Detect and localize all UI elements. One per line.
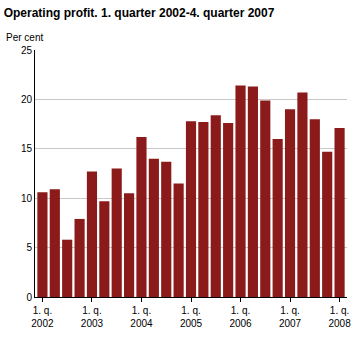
svg-text:20: 20 — [21, 94, 33, 105]
svg-text:25: 25 — [21, 45, 33, 56]
svg-text:Per cent: Per cent — [6, 32, 43, 43]
svg-text:0: 0 — [26, 292, 32, 303]
svg-text:5: 5 — [26, 242, 32, 253]
svg-text:1. q.2006: 1. q.2006 — [229, 305, 252, 329]
svg-text:1. q.2005: 1. q.2005 — [180, 305, 203, 329]
svg-text:1. q.2004: 1. q.2004 — [130, 305, 153, 329]
svg-text:10: 10 — [21, 193, 33, 204]
svg-text:Operating profit. 1. quarter 2: Operating profit. 1. quarter 2002-4. qua… — [4, 6, 275, 20]
svg-text:1. q.2002: 1. q.2002 — [31, 305, 54, 329]
svg-text:1. q.2007: 1. q.2007 — [279, 305, 302, 329]
svg-text:15: 15 — [21, 143, 33, 154]
svg-text:1. q.2008: 1. q.2008 — [328, 305, 351, 329]
svg-text:1. q.2003: 1. q.2003 — [81, 305, 104, 329]
